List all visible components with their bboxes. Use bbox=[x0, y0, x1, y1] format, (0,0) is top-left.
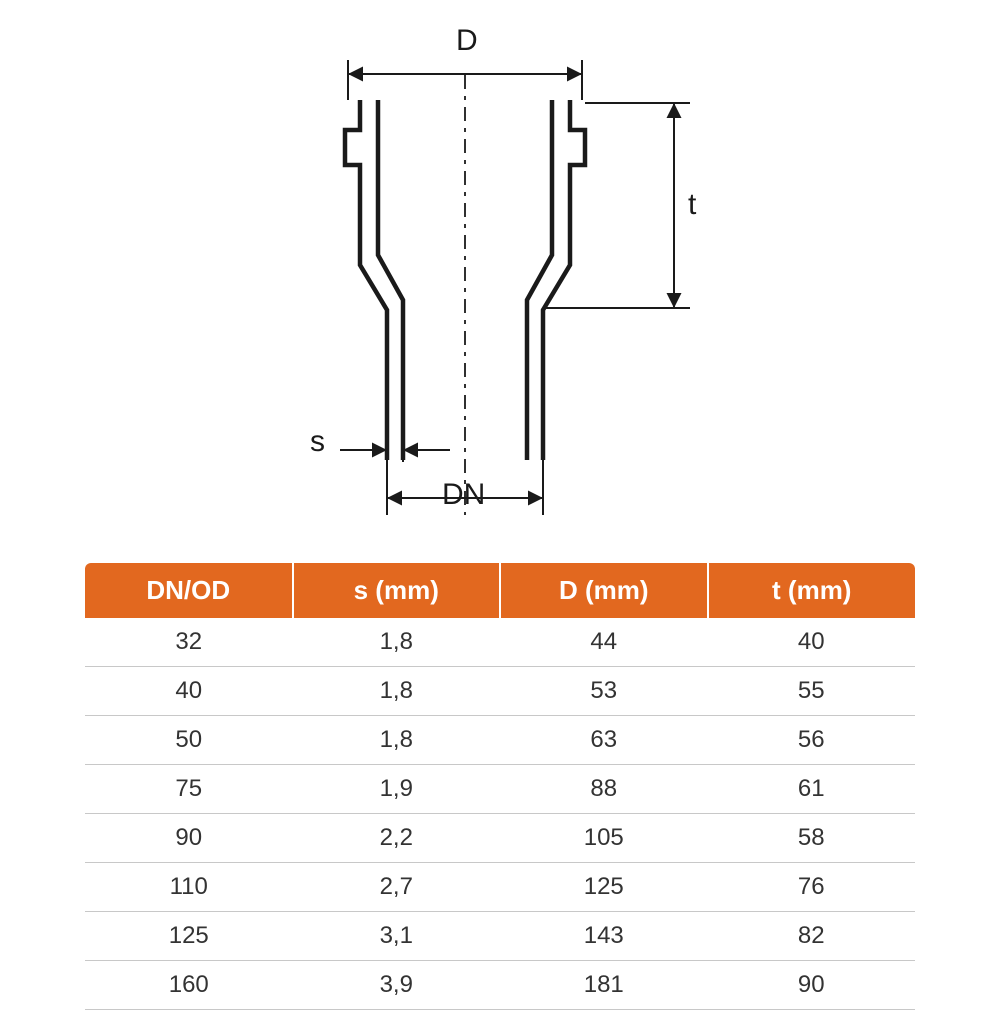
table-cell: 181 bbox=[500, 961, 708, 1010]
col-s: s (mm) bbox=[293, 563, 501, 618]
table-cell: 110 bbox=[85, 863, 293, 912]
table-cell: 2,7 bbox=[293, 863, 501, 912]
table-cell: 56 bbox=[708, 716, 916, 765]
pipe-svg bbox=[180, 30, 820, 530]
table-row: 1253,114382 bbox=[85, 912, 915, 961]
table-row: 751,98861 bbox=[85, 765, 915, 814]
table-cell: 53 bbox=[500, 667, 708, 716]
col-dn-od: DN/OD bbox=[85, 563, 293, 618]
dim-label-t: t bbox=[688, 188, 696, 222]
table-cell: 44 bbox=[500, 618, 708, 667]
pipe-diagram: D t s DN bbox=[180, 30, 820, 530]
table-cell: 3,1 bbox=[293, 912, 501, 961]
table-row: 321,84440 bbox=[85, 618, 915, 667]
table-cell: 76 bbox=[708, 863, 916, 912]
table-cell: 88 bbox=[500, 765, 708, 814]
dim-label-dn: DN bbox=[442, 478, 485, 512]
table-cell: 50 bbox=[85, 716, 293, 765]
table-row: 401,85355 bbox=[85, 667, 915, 716]
col-t: t (mm) bbox=[708, 563, 916, 618]
table-cell: 90 bbox=[708, 961, 916, 1010]
table-cell: 75 bbox=[85, 765, 293, 814]
table-cell: 40 bbox=[85, 667, 293, 716]
table-cell: 82 bbox=[708, 912, 916, 961]
table-cell: 160 bbox=[85, 961, 293, 1010]
table-cell: 90 bbox=[85, 814, 293, 863]
table-row: 501,86356 bbox=[85, 716, 915, 765]
table-cell: 58 bbox=[708, 814, 916, 863]
table-cell: 125 bbox=[500, 863, 708, 912]
table-cell: 1,9 bbox=[293, 765, 501, 814]
table-cell: 105 bbox=[500, 814, 708, 863]
col-d: D (mm) bbox=[500, 563, 708, 618]
dimensions-table: DN/OD s (mm) D (mm) t (mm) 321,84440401,… bbox=[85, 563, 915, 1010]
table-cell: 1,8 bbox=[293, 716, 501, 765]
table-cell: 125 bbox=[85, 912, 293, 961]
table-row: 1603,918190 bbox=[85, 961, 915, 1010]
table-cell: 1,8 bbox=[293, 618, 501, 667]
table-cell: 2,2 bbox=[293, 814, 501, 863]
table-cell: 55 bbox=[708, 667, 916, 716]
table-cell: 32 bbox=[85, 618, 293, 667]
table-cell: 1,8 bbox=[293, 667, 501, 716]
table-header-row: DN/OD s (mm) D (mm) t (mm) bbox=[85, 563, 915, 618]
table-cell: 61 bbox=[708, 765, 916, 814]
table-cell: 143 bbox=[500, 912, 708, 961]
table-cell: 40 bbox=[708, 618, 916, 667]
table-cell: 3,9 bbox=[293, 961, 501, 1010]
dim-label-s: s bbox=[310, 425, 325, 459]
table-row: 902,210558 bbox=[85, 814, 915, 863]
table-cell: 63 bbox=[500, 716, 708, 765]
dimensions-table-wrap: DN/OD s (mm) D (mm) t (mm) 321,84440401,… bbox=[85, 563, 915, 1010]
table-row: 1102,712576 bbox=[85, 863, 915, 912]
dim-label-d: D bbox=[456, 24, 478, 58]
